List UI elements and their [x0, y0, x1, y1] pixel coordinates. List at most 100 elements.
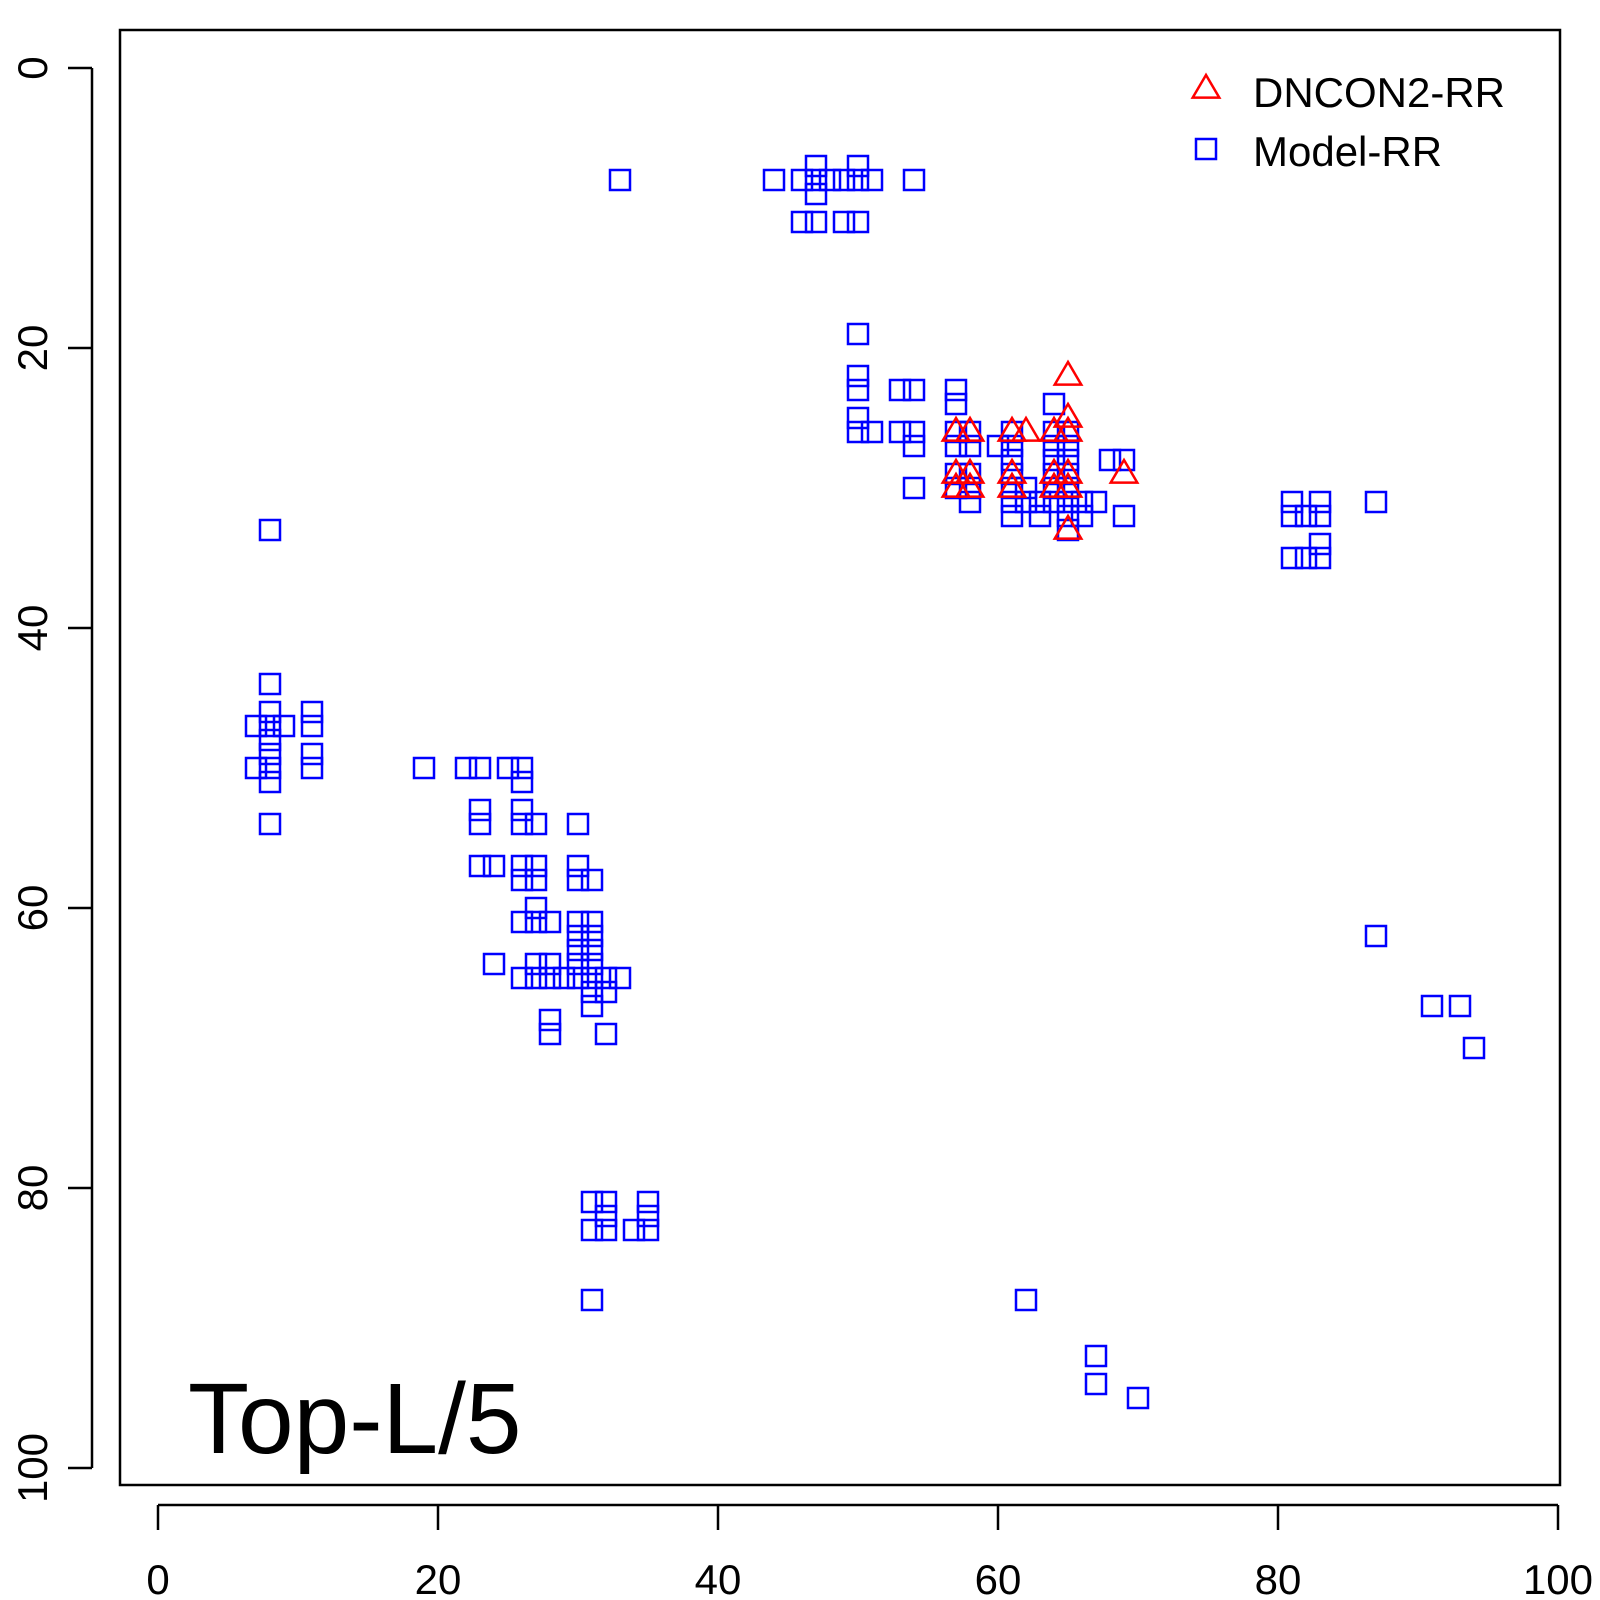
model-rr-point	[1014, 476, 1038, 500]
model-rr-point	[566, 854, 590, 878]
model-rr-point	[524, 966, 548, 990]
model-rr-point	[958, 476, 982, 500]
x-axis: 0 20 40 60 80 100	[146, 1503, 1593, 1600]
dncon2-rr-point	[996, 457, 1028, 484]
model-rr-point	[1126, 1386, 1150, 1410]
model-rr-point	[566, 924, 590, 948]
model-rr-point	[1308, 532, 1332, 556]
model-rr-point	[1028, 504, 1052, 528]
model-rr-point	[958, 420, 982, 444]
model-rr-point	[258, 770, 282, 794]
dncon2-rr-point	[1052, 471, 1084, 498]
model-rr-point	[566, 868, 590, 892]
model-rr-point	[804, 210, 828, 234]
model-rr-point	[622, 1218, 646, 1242]
model-rr-point	[1084, 1372, 1108, 1396]
model-rr-point	[482, 854, 506, 878]
model-rr-point	[1070, 490, 1094, 514]
model-rr-point	[258, 812, 282, 836]
model-rr-point	[510, 910, 534, 934]
dncon2-rr-point	[1052, 513, 1084, 540]
model-rr-point	[860, 168, 884, 192]
model-rr-point	[524, 812, 548, 836]
model-rr-point	[1084, 1344, 1108, 1368]
model-rr-point	[902, 168, 926, 192]
model-rr-point	[1056, 504, 1080, 528]
model-rr-point	[524, 854, 548, 878]
dncon2-rr-point	[1010, 415, 1042, 442]
model-rr-point	[510, 812, 534, 836]
model-rr-point	[580, 1218, 604, 1242]
model-rr-point	[594, 1190, 618, 1214]
model-rr-point	[594, 966, 618, 990]
model-rr-point	[944, 420, 968, 444]
y-tick-label: 100	[9, 1433, 56, 1503]
model-rr-point	[412, 756, 436, 780]
dncon2-rr-point	[996, 471, 1028, 498]
model-rr-point	[888, 420, 912, 444]
model-rr-point	[1056, 490, 1080, 514]
model-rr-point	[1294, 546, 1318, 570]
model-rr-point	[1000, 420, 1024, 444]
x-tick-label: 40	[695, 1556, 742, 1600]
model-rr-point	[594, 980, 618, 1004]
model-rr-point	[1364, 490, 1388, 514]
legend-square-marker	[1194, 137, 1218, 161]
model-rr-point	[846, 154, 870, 178]
model-rr-point	[258, 756, 282, 780]
panel-annotation: Top-L/5	[188, 1363, 522, 1475]
model-rr-point	[1308, 490, 1332, 514]
model-rr-point	[832, 210, 856, 234]
model-rr-point	[1280, 490, 1304, 514]
dncon2-rr-point	[1052, 457, 1084, 484]
model-rr-point	[538, 1022, 562, 1046]
model-rr-point	[594, 1204, 618, 1228]
model-rr-point	[566, 938, 590, 962]
dncon2-rr-point	[954, 471, 986, 498]
plot-frame	[118, 28, 1562, 1487]
model-rr-point	[258, 518, 282, 542]
y-tick-label: 60	[9, 885, 56, 932]
model-rr-point	[1420, 994, 1444, 1018]
model-rr-point	[580, 952, 604, 976]
series-model-rr	[244, 154, 1486, 1410]
model-rr-point	[804, 154, 828, 178]
model-rr-point	[958, 490, 982, 514]
y-tick-label: 0	[9, 56, 56, 79]
model-rr-point	[580, 1190, 604, 1214]
dncon2-rr-point	[1108, 457, 1140, 484]
x-tick-label: 80	[1255, 1556, 1302, 1600]
model-rr-point	[510, 798, 534, 822]
model-rr-point	[608, 966, 632, 990]
model-rr-point	[524, 896, 548, 920]
model-rr-point	[510, 966, 534, 990]
model-rr-point	[580, 868, 604, 892]
dncon2-rr-point	[1052, 415, 1084, 442]
model-rr-point	[300, 714, 324, 738]
dncon2-rr-point	[1052, 359, 1084, 386]
model-rr-point	[888, 378, 912, 402]
model-rr-point	[1308, 546, 1332, 570]
model-rr-point	[762, 168, 786, 192]
model-rr-point	[258, 714, 282, 738]
model-rr-point	[902, 476, 926, 500]
model-rr-point	[1056, 434, 1080, 458]
model-rr-point	[1070, 504, 1094, 528]
model-rr-point	[1000, 490, 1024, 514]
model-rr-point	[944, 462, 968, 486]
model-rr-point	[580, 938, 604, 962]
x-tick-label: 20	[415, 1556, 462, 1600]
model-rr-point	[1042, 448, 1066, 472]
model-rr-point	[636, 1218, 660, 1242]
model-rr-point	[580, 924, 604, 948]
dncon2-rr-point	[1052, 401, 1084, 428]
model-rr-point	[468, 854, 492, 878]
model-rr-point	[1042, 476, 1066, 500]
model-rr-point	[636, 1190, 660, 1214]
y-tick-label: 20	[9, 325, 56, 372]
model-rr-point	[1014, 1288, 1038, 1312]
legend-triangle-marker	[1190, 72, 1222, 99]
model-rr-point	[1112, 448, 1136, 472]
model-rr-point	[258, 742, 282, 766]
model-rr-point	[846, 168, 870, 192]
